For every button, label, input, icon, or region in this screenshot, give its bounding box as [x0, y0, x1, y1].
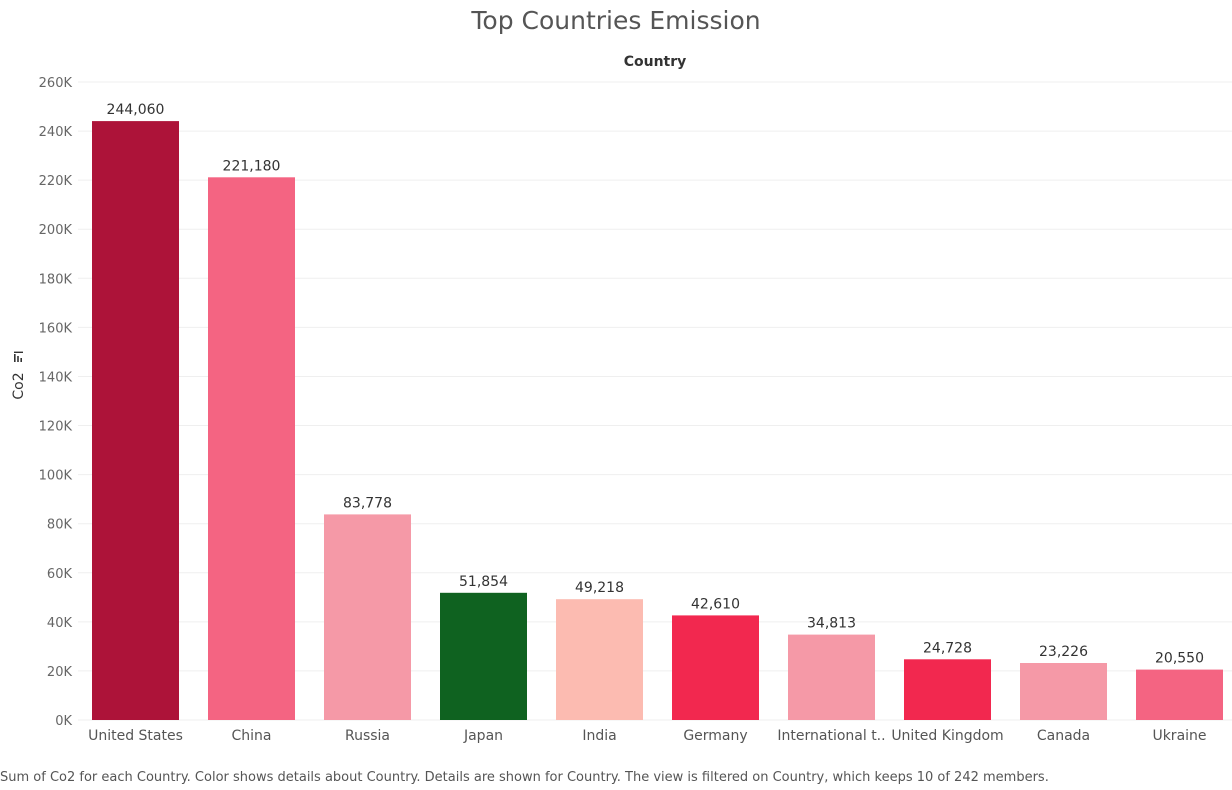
- y-tick-label: 220K: [39, 174, 73, 189]
- bar-chart: Country 0K 20K 40K 60K 80K 100K 120K 140K 160K 18…: [11, 54, 1232, 744]
- data-label: 24,728: [923, 640, 972, 656]
- y-tick-label: 160K: [39, 321, 73, 336]
- data-label: 34,813: [807, 616, 856, 632]
- data-label: 23,226: [1039, 644, 1088, 660]
- y-axis-title-text: Co2: [11, 372, 27, 399]
- bar[interactable]: [904, 659, 991, 720]
- sort-icon[interactable]: [14, 351, 23, 362]
- bars: [92, 121, 1223, 721]
- chart-title: Top Countries Emission: [471, 6, 761, 35]
- category-label: United Kingdom: [891, 728, 1003, 744]
- category-label: United States: [88, 728, 183, 744]
- bar[interactable]: [672, 615, 759, 720]
- y-tick-label: 100K: [39, 469, 73, 484]
- bar[interactable]: [788, 634, 875, 720]
- y-axis-ticks: 0K 20K 40K 60K 80K 100K 120K 140K 160K 180K 200K 22…: [39, 76, 73, 729]
- data-label: 83,778: [343, 495, 392, 511]
- data-label: 51,854: [459, 574, 508, 590]
- y-tick-label: 260K: [39, 76, 73, 91]
- category-label: Germany: [683, 728, 747, 744]
- category-label: China: [232, 728, 272, 744]
- category-label: Russia: [345, 728, 390, 744]
- y-tick-label: 140K: [39, 370, 73, 385]
- category-label: Canada: [1037, 728, 1090, 744]
- bar[interactable]: [208, 177, 295, 721]
- category-label: Japan: [463, 728, 503, 744]
- y-tick-label: 120K: [39, 420, 73, 435]
- category-label: Ukraine: [1152, 728, 1206, 744]
- bar[interactable]: [556, 599, 643, 720]
- bar[interactable]: [324, 514, 411, 720]
- category-label: India: [582, 728, 616, 744]
- category-label: International t..: [777, 728, 885, 744]
- data-labels: 244,060 221,180 83,778 51,854 49,218 42,610 34…: [107, 102, 1204, 667]
- y-tick-label: 40K: [47, 616, 73, 631]
- data-label: 221,180: [223, 158, 281, 174]
- data-label: 20,550: [1155, 651, 1204, 667]
- y-tick-label: 240K: [39, 125, 73, 140]
- footer-caption: Sum of Co2 for each Country. Color shows…: [0, 770, 1049, 785]
- y-tick-label: 200K: [39, 223, 73, 238]
- category-labels: United States China Russia Japan India German…: [88, 728, 1206, 744]
- data-label: 244,060: [107, 102, 165, 118]
- y-axis-title[interactable]: Co2: [11, 351, 27, 400]
- bar[interactable]: [1020, 663, 1107, 720]
- data-label: 49,218: [575, 580, 624, 596]
- data-label: 42,610: [691, 596, 740, 612]
- y-tick-label: 60K: [47, 567, 73, 582]
- bar[interactable]: [1136, 669, 1223, 720]
- bar[interactable]: [440, 592, 527, 720]
- y-tick-label: 20K: [47, 665, 73, 680]
- column-header: Country: [624, 54, 687, 70]
- y-tick-label: 80K: [47, 518, 73, 533]
- bar[interactable]: [92, 121, 179, 721]
- y-tick-label: 180K: [39, 272, 73, 287]
- y-tick-label: 0K: [55, 714, 72, 729]
